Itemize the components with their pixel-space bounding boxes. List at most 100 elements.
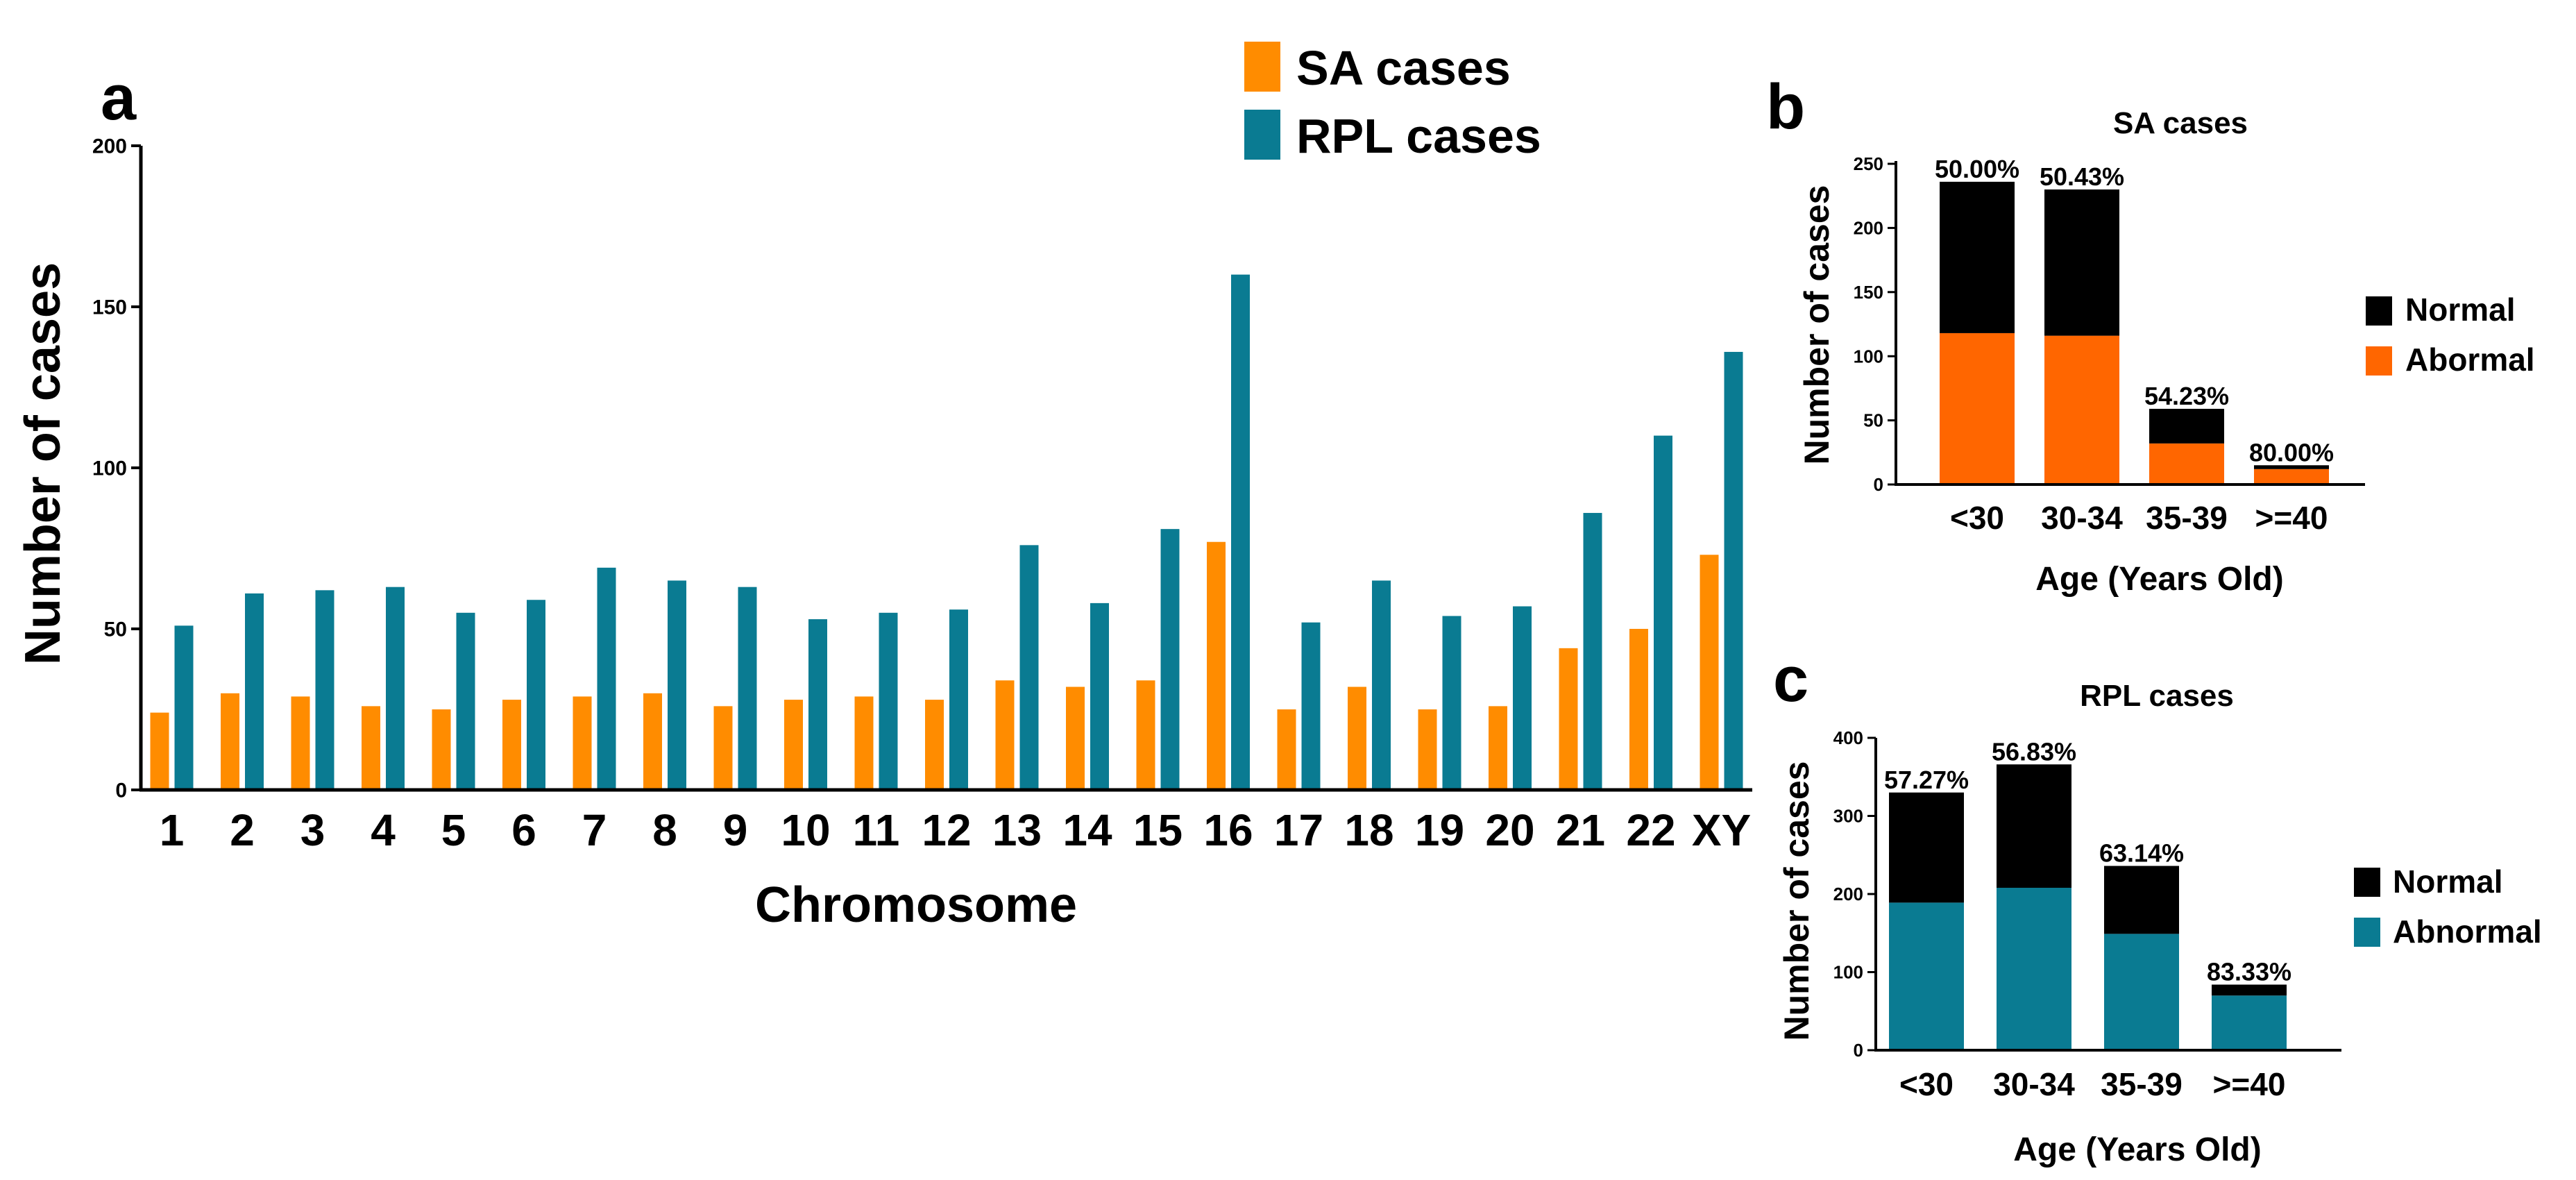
x-tick-label: 22 (1626, 805, 1675, 855)
bar-rpl-chr-21 (1583, 512, 1602, 790)
x-tick-label: 3 (300, 805, 325, 855)
legend-swatch-sa (1244, 42, 1280, 92)
bar-sa-chr-15 (1136, 680, 1155, 790)
x-tick-label: 15 (1133, 805, 1183, 855)
bar-normal-age-2 (1997, 764, 2071, 888)
bar-percent-label: 54.23% (2144, 382, 2229, 410)
bar-sa-chr-14 (1066, 686, 1085, 790)
x-tick-label: 8 (652, 805, 677, 855)
panel-c-chart: c RPL cases Number of cases Age (Years O… (1773, 644, 2542, 1168)
bar-sa-chr-xy (1700, 555, 1719, 790)
bar-abnormal-age-4 (2254, 469, 2329, 484)
legend-swatch-rpl (1244, 110, 1280, 160)
bar-rpl-chr-14 (1090, 602, 1109, 790)
panel-c-label: c (1773, 644, 1808, 715)
y-tick-label: 100 (1854, 346, 1883, 366)
bar-percent-label: 80.00% (2249, 438, 2334, 466)
legend-label-sa: SA cases (1296, 41, 1511, 95)
y-tick-label: 300 (1833, 806, 1863, 827)
bar-rpl-chr-8 (668, 580, 686, 790)
bar-abnormal-age-4 (2212, 995, 2287, 1050)
bar-abnormal-age-2 (1997, 888, 2071, 1050)
y-axis-label: Number of cases (15, 262, 71, 665)
legend-label-rpl: RPL cases (1296, 109, 1541, 163)
legend-swatch-normal (2354, 868, 2380, 897)
x-tick-label: 30-34 (1993, 1066, 2075, 1102)
bar-rpl-chr-1 (174, 625, 194, 790)
bar-sa-chr-16 (1207, 541, 1226, 790)
bar-sa-chr-6 (502, 700, 521, 790)
bar-normal-age-3 (2104, 866, 2179, 934)
x-tick-label: 5 (441, 805, 466, 855)
y-tick-label: 150 (92, 296, 127, 319)
x-tick-label: 35-39 (2101, 1066, 2183, 1102)
bar-abnormal-age-2 (2044, 335, 2119, 484)
y-tick-label: 50 (104, 618, 127, 641)
x-tick-label: 6 (511, 805, 536, 855)
panel-b-chart: b SA cases Number of cases Age (Years Ol… (1766, 71, 2535, 598)
y-axis-label: Number of cases (1777, 761, 1816, 1041)
panel-b-title: SA cases (2113, 106, 2248, 140)
bar-rpl-chr-10 (808, 619, 827, 790)
bar-normal-age-4 (2254, 465, 2329, 469)
bar-rpl-chr-18 (1372, 580, 1391, 790)
x-tick-label: 9 (723, 805, 748, 855)
y-tick-label: 0 (1854, 1040, 1863, 1061)
bar-sa-chr-4 (362, 706, 380, 790)
bar-percent-label: 50.00% (1935, 155, 2019, 183)
bar-sa-chr-8 (643, 693, 662, 790)
bar-sa-chr-10 (784, 700, 803, 790)
panel-a-label: a (101, 62, 137, 133)
bar-percent-label: 63.14% (2099, 839, 2184, 868)
bar-rpl-chr-6 (527, 600, 545, 790)
bar-rpl-chr-7 (597, 567, 616, 790)
bar-percent-label: 56.83% (1992, 737, 2076, 766)
bar-rpl-chr-13 (1019, 545, 1039, 790)
panel-b-label: b (1766, 71, 1805, 142)
bar-abnormal-age-1 (1889, 902, 1964, 1050)
bar-rpl-chr-4 (386, 587, 405, 790)
y-tick-label: 100 (1833, 962, 1863, 983)
legend-swatch-abnormal (2366, 346, 2392, 376)
x-tick-label: 11 (853, 805, 900, 855)
y-tick-label: 150 (1854, 282, 1883, 303)
y-tick-label: 200 (92, 135, 127, 158)
bar-sa-chr-13 (995, 680, 1015, 790)
bar-rpl-chr-12 (949, 609, 968, 790)
legend-label-abnormal: Abormal (2405, 342, 2535, 378)
y-tick-label: 400 (1833, 727, 1863, 748)
x-tick-label: 10 (781, 805, 830, 855)
x-tick-label: 16 (1203, 805, 1253, 855)
x-tick-label: 4 (371, 805, 396, 855)
legend-swatch-normal (2366, 296, 2392, 326)
x-tick-label: <30 (1950, 500, 2004, 536)
bar-sa-chr-20 (1489, 706, 1507, 790)
bar-abnormal-age-3 (2104, 934, 2179, 1050)
x-tick-label: 18 (1344, 805, 1393, 855)
bar-rpl-chr-15 (1160, 529, 1180, 790)
x-tick-label: <30 (1899, 1066, 1954, 1102)
y-tick-label: 250 (1854, 153, 1883, 174)
x-tick-label: 7 (582, 805, 607, 855)
x-tick-label: >=40 (2213, 1066, 2286, 1102)
y-axis-label: Number of cases (1797, 185, 1836, 465)
x-tick-label: 1 (160, 805, 185, 855)
bar-sa-chr-5 (432, 709, 451, 790)
bar-sa-chr-9 (713, 706, 733, 790)
bar-rpl-chr-20 (1513, 606, 1532, 790)
bar-sa-chr-7 (573, 696, 592, 790)
x-tick-label: 17 (1274, 805, 1323, 855)
bar-rpl-chr-5 (456, 612, 475, 790)
x-tick-label: 21 (1556, 805, 1605, 855)
y-tick-label: 0 (115, 779, 127, 802)
bar-rpl-chr-2 (245, 593, 264, 790)
bar-rpl-chr-3 (315, 590, 334, 790)
bar-percent-label: 83.33% (2207, 958, 2291, 986)
bar-sa-chr-21 (1559, 648, 1578, 790)
bar-abnormal-age-3 (2149, 443, 2224, 484)
y-tick-label: 50 (1863, 410, 1883, 431)
x-axis-label: Chromosome (755, 877, 1077, 933)
x-tick-label: 14 (1062, 805, 1112, 855)
bar-sa-chr-2 (221, 693, 239, 790)
